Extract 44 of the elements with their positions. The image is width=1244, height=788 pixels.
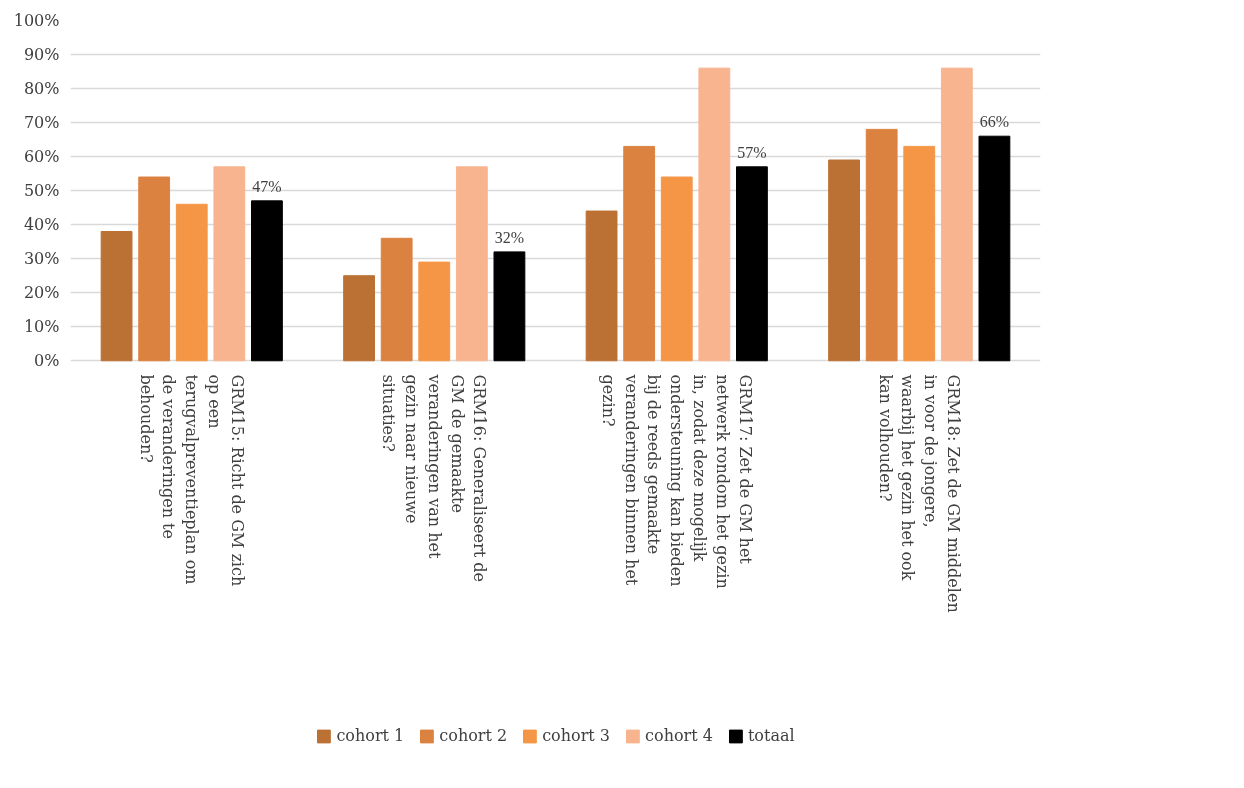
bar <box>978 135 1011 362</box>
y-tick-label: 60% <box>23 147 60 167</box>
bar <box>660 176 693 362</box>
data-label: 47% <box>252 177 282 195</box>
y-tick-label: 80% <box>23 79 60 99</box>
legend-label: cohort 1 <box>336 726 405 745</box>
bar <box>493 251 526 362</box>
bar <box>736 166 768 362</box>
y-tick-label: 30% <box>23 249 60 269</box>
y-tick-label: 10% <box>23 317 60 337</box>
y-tick-label: 20% <box>23 283 60 303</box>
bar <box>251 200 283 362</box>
x-tick-label: GRM17: Zet de GM het netwerk rondom het gezin in, zodat deze mogelijk ondersteuning kan bieden bij de reeds gemaakte veranderingen binnen het gezin? <box>598 373 755 589</box>
bar <box>903 145 936 362</box>
legend-label: totaal <box>747 726 795 745</box>
x-tick-label: GRM15: Richt de GM zich op een terugvalpreventieplan om de veranderingen te behouden? <box>136 374 247 587</box>
data-label: 32% <box>494 228 525 246</box>
legend-label: cohort 3 <box>542 726 611 745</box>
bar <box>698 67 731 362</box>
bar <box>865 128 898 362</box>
bar <box>380 237 413 362</box>
bar <box>455 166 488 362</box>
bar <box>175 203 208 362</box>
data-label: 57% <box>737 143 767 161</box>
y-tick-label: 90% <box>23 45 60 65</box>
y-tick-label: 50% <box>23 181 60 201</box>
y-tick-label: 70% <box>23 113 60 133</box>
bar <box>585 210 618 362</box>
data-label: 66% <box>979 113 1010 131</box>
bar <box>418 261 451 362</box>
bar <box>100 230 133 362</box>
x-tick-label: GRM16: Generaliseert de GM de gemaakte veranderingen van het gezin naar nieuwe situaties? <box>379 373 490 582</box>
y-tick-label: 40% <box>23 215 60 235</box>
x-tick-label: GRM18: Zet de GM middelen in voor de jongere, waarbij het gezin het ook kan volhouden? <box>875 374 963 613</box>
bar <box>343 275 375 362</box>
legend-label: cohort 2 <box>439 726 508 745</box>
bar <box>138 176 171 362</box>
bar <box>623 145 656 362</box>
bar <box>940 67 973 362</box>
y-tick-label: 0% <box>34 351 60 371</box>
bar <box>213 166 246 362</box>
bar <box>828 159 860 362</box>
y-tick-label: 100% <box>13 11 60 30</box>
legend-label: cohort 4 <box>645 726 713 745</box>
